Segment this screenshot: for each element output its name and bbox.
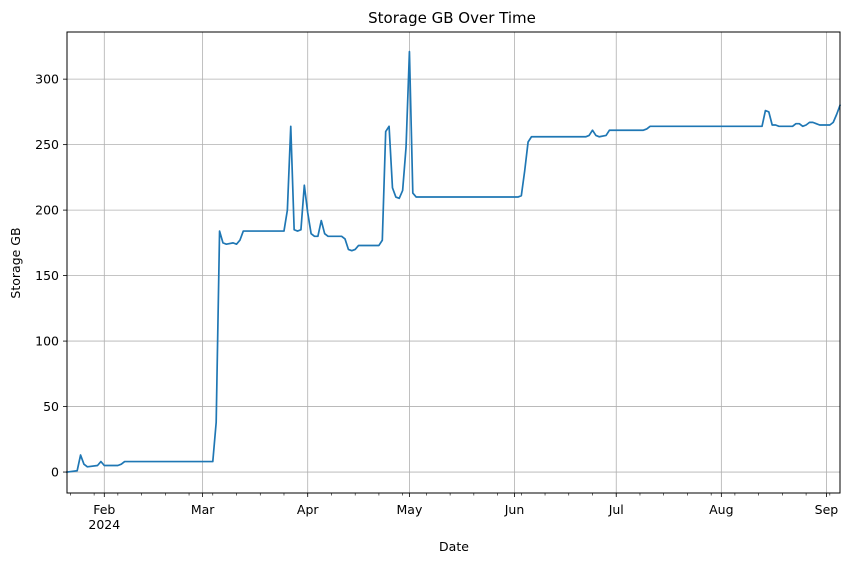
x-tick-label: Jun [504, 502, 525, 517]
x-tick-sublabel: 2024 [88, 517, 120, 532]
y-tick-label: 0 [51, 465, 59, 480]
plot-frame [66, 31, 841, 494]
x-tick-label: May [397, 502, 423, 517]
x-tick-label: Sep [815, 502, 839, 517]
y-tick-label: 100 [35, 334, 59, 349]
x-tick-label: Aug [709, 502, 733, 517]
x-tick-label: Feb [93, 502, 115, 517]
y-tick-label: 150 [35, 268, 59, 283]
y-tick-label: 300 [35, 72, 59, 87]
series-layer [66, 50, 842, 474]
y-tick-label: 250 [35, 137, 59, 152]
y-tick-label: 200 [35, 203, 59, 218]
y-tick-label: 50 [43, 399, 59, 414]
storage-series-line [66, 50, 842, 474]
y-axis-label: Storage GB [8, 227, 23, 298]
x-tick-label: Apr [297, 502, 319, 517]
x-axis-label: Date [439, 539, 469, 554]
x-tick-label: Mar [191, 502, 215, 517]
grid [67, 32, 840, 493]
x-tick-label: Jul [608, 502, 624, 517]
chart-title: Storage GB Over Time [368, 9, 536, 27]
